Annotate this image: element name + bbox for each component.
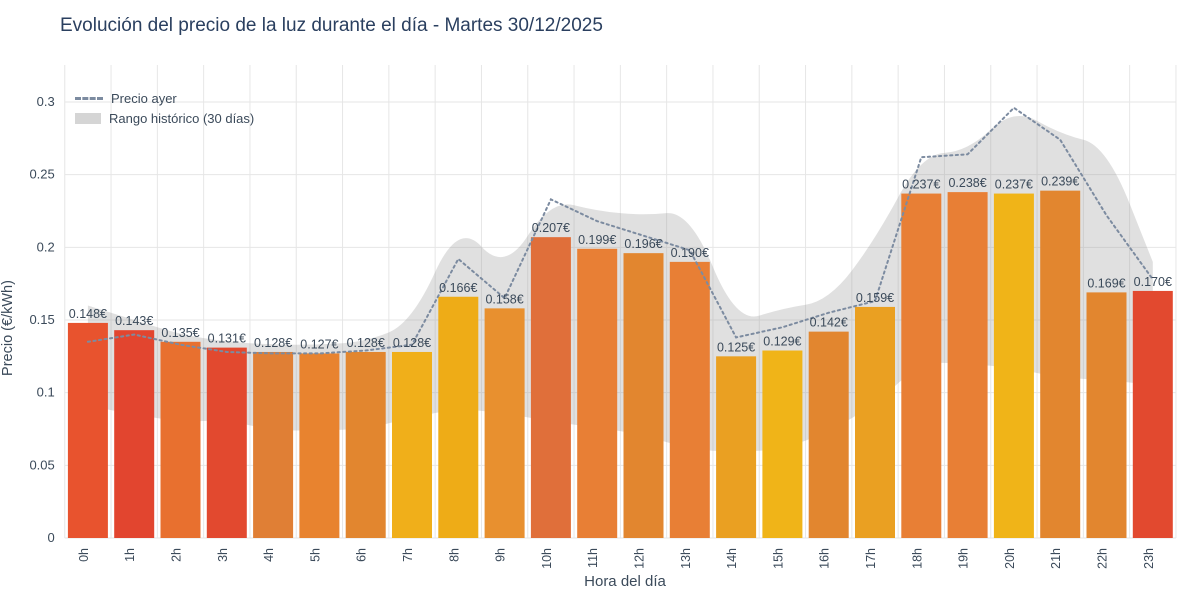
svg-text:0.2: 0.2 bbox=[37, 239, 55, 254]
svg-text:0.142€: 0.142€ bbox=[810, 316, 848, 330]
svg-text:0.128€: 0.128€ bbox=[254, 336, 292, 350]
svg-text:1h: 1h bbox=[123, 548, 137, 562]
svg-text:2h: 2h bbox=[170, 548, 184, 562]
svg-text:0.129€: 0.129€ bbox=[763, 335, 801, 349]
svg-text:0.199€: 0.199€ bbox=[578, 233, 616, 247]
svg-text:21h: 21h bbox=[1049, 548, 1063, 569]
svg-text:0.25: 0.25 bbox=[29, 167, 54, 182]
svg-text:0.237€: 0.237€ bbox=[995, 178, 1033, 192]
svg-text:10h: 10h bbox=[540, 548, 554, 569]
svg-text:12h: 12h bbox=[633, 548, 647, 569]
svg-text:0.166€: 0.166€ bbox=[439, 281, 477, 295]
svg-text:9h: 9h bbox=[494, 548, 508, 562]
svg-text:0.190€: 0.190€ bbox=[671, 246, 709, 260]
svg-text:0.159€: 0.159€ bbox=[856, 291, 894, 305]
svg-text:11h: 11h bbox=[586, 548, 600, 568]
svg-text:0.143€: 0.143€ bbox=[115, 314, 153, 328]
svg-text:13h: 13h bbox=[679, 548, 693, 569]
svg-text:14h: 14h bbox=[725, 548, 739, 569]
svg-text:0.170€: 0.170€ bbox=[1134, 275, 1172, 289]
svg-text:5h: 5h bbox=[308, 548, 322, 562]
svg-text:0.207€: 0.207€ bbox=[532, 221, 570, 235]
svg-text:3h: 3h bbox=[216, 548, 230, 562]
svg-text:8h: 8h bbox=[447, 548, 461, 562]
svg-text:0.127€: 0.127€ bbox=[300, 337, 338, 351]
svg-text:18h: 18h bbox=[910, 548, 924, 569]
svg-text:22h: 22h bbox=[1096, 548, 1110, 569]
svg-text:0.237€: 0.237€ bbox=[902, 178, 940, 192]
svg-text:0.135€: 0.135€ bbox=[161, 326, 199, 340]
svg-text:0.169€: 0.169€ bbox=[1087, 276, 1125, 290]
svg-text:0.1: 0.1 bbox=[37, 385, 55, 400]
svg-text:0.131€: 0.131€ bbox=[208, 332, 246, 346]
svg-text:15h: 15h bbox=[771, 548, 785, 569]
svg-text:0.196€: 0.196€ bbox=[624, 237, 662, 251]
svg-text:16h: 16h bbox=[818, 548, 832, 569]
svg-text:0.128€: 0.128€ bbox=[347, 336, 385, 350]
svg-text:4h: 4h bbox=[262, 548, 276, 562]
svg-text:0.238€: 0.238€ bbox=[948, 176, 986, 190]
svg-text:6h: 6h bbox=[355, 548, 369, 562]
svg-text:20h: 20h bbox=[1003, 548, 1017, 569]
svg-text:23h: 23h bbox=[1142, 548, 1156, 569]
svg-text:0h: 0h bbox=[77, 548, 91, 562]
svg-text:0.125€: 0.125€ bbox=[717, 340, 755, 354]
svg-text:0.3: 0.3 bbox=[37, 94, 55, 109]
svg-text:0.15: 0.15 bbox=[29, 312, 54, 327]
svg-text:0: 0 bbox=[48, 530, 55, 545]
svg-text:0.158€: 0.158€ bbox=[485, 292, 523, 306]
svg-text:7h: 7h bbox=[401, 548, 415, 562]
svg-text:19h: 19h bbox=[957, 548, 971, 569]
svg-text:0.148€: 0.148€ bbox=[69, 307, 107, 321]
svg-text:0.239€: 0.239€ bbox=[1041, 175, 1079, 189]
svg-text:0.05: 0.05 bbox=[29, 457, 54, 472]
svg-text:0.128€: 0.128€ bbox=[393, 336, 431, 350]
svg-text:17h: 17h bbox=[864, 548, 878, 569]
